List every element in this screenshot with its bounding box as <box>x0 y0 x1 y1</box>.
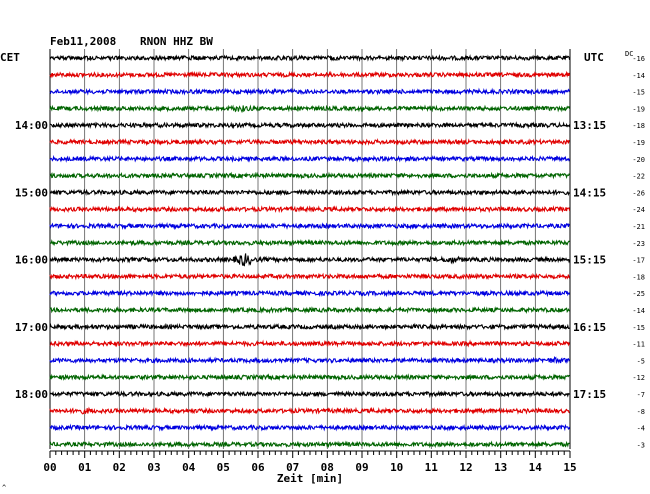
chart-station: RNON HHZ BW <box>140 35 213 48</box>
seismic-trace <box>49 87 571 96</box>
right-hour-label: 16:15 <box>573 321 606 334</box>
seismic-trace <box>49 373 570 382</box>
seismic-trace <box>49 305 571 315</box>
right-hour-label: 13:15 <box>573 119 606 132</box>
dc-offset-label: -18 <box>632 122 645 130</box>
dc-header-label: DC <box>625 50 633 58</box>
x-tick-label: 05 <box>217 461 230 474</box>
seismic-trace <box>49 238 570 247</box>
x-tick-label: 15 <box>563 461 576 474</box>
dc-offset-label: -24 <box>632 206 645 214</box>
left-timezone-label: CET <box>0 51 20 64</box>
seismic-trace <box>49 54 571 63</box>
x-tick-label: 03 <box>147 461 160 474</box>
seismic-trace <box>49 440 570 449</box>
left-hour-label: 15:00 <box>15 186 48 199</box>
dc-offset-label: -20 <box>632 156 645 164</box>
x-tick-label: 14 <box>529 461 543 474</box>
seismic-trace <box>49 355 571 365</box>
dc-offset-label: -19 <box>632 105 645 113</box>
dc-offset-label: -15 <box>632 324 645 332</box>
dc-offset-label: -5 <box>637 357 645 365</box>
dc-offset-label: -7 <box>637 391 645 399</box>
hour-labels: 14:00 15:00 16:00 17:00 18:00 13:15 14:15 15:15… <box>15 119 606 401</box>
right-timezone-label: UTC <box>584 51 604 64</box>
seismic-trace <box>49 222 571 231</box>
chart-date: Feb11,2008 <box>50 35 116 48</box>
seismic-trace <box>49 205 571 214</box>
dc-offset-label: -14 <box>632 307 645 315</box>
dc-offset-label: -4 <box>637 425 645 433</box>
seismic-trace <box>49 272 571 281</box>
right-hour-label: 15:15 <box>573 254 606 267</box>
dc-offset-label: -25 <box>632 290 645 298</box>
seismic-trace <box>49 171 571 180</box>
chart-grid <box>49 49 571 449</box>
seismic-trace <box>49 289 571 298</box>
corner-mark: ^ <box>2 484 6 492</box>
seismic-trace <box>49 188 570 197</box>
dc-offset-label: -26 <box>632 189 645 197</box>
dc-offset-labels: -16 -14 -15 -19 -18 -19 -20 -22 -26 -24 -21 -23 -17 -… <box>632 55 645 449</box>
right-hour-label: 14:15 <box>573 186 606 199</box>
left-hour-label: 14:00 <box>15 119 48 132</box>
x-tick-label: 12 <box>459 461 472 474</box>
left-hour-label: 16:00 <box>15 254 48 267</box>
x-tick-label: 10 <box>390 461 403 474</box>
dc-offset-label: -15 <box>632 89 645 97</box>
seismic-trace <box>49 423 571 432</box>
dc-offset-label: -19 <box>632 139 645 147</box>
dc-offset-label: -12 <box>632 374 645 382</box>
x-tick-label: 11 <box>425 461 439 474</box>
x-tick-label: 09 <box>355 461 368 474</box>
dc-offset-label: -16 <box>632 55 645 63</box>
x-tick-label: 07 <box>286 461 299 474</box>
x-tick-label: 06 <box>251 461 265 474</box>
seismic-trace <box>49 104 571 114</box>
seismic-trace <box>49 253 571 267</box>
seismic-traces <box>49 54 571 449</box>
seismic-trace <box>49 406 570 415</box>
seismic-trace <box>49 121 571 130</box>
dc-offset-label: -14 <box>632 72 645 80</box>
seismic-trace <box>49 339 571 348</box>
seismic-trace <box>49 137 570 147</box>
dc-offset-label: -22 <box>632 173 645 181</box>
dc-offset-label: -3 <box>637 441 645 449</box>
seismic-trace <box>49 70 571 79</box>
dc-offset-label: -8 <box>637 408 645 416</box>
x-axis-label: Zeit [min] <box>277 472 343 485</box>
dc-offset-label: -18 <box>632 273 645 281</box>
seismic-trace <box>49 322 570 331</box>
seismic-trace <box>49 390 570 399</box>
right-hour-label: 17:15 <box>573 388 606 401</box>
x-tick-label: 04 <box>182 461 196 474</box>
x-tick-label: 08 <box>321 461 334 474</box>
dc-offset-label: -17 <box>632 257 645 265</box>
x-tick-label: 02 <box>113 461 126 474</box>
dc-offset-label: -21 <box>632 223 645 231</box>
x-tick-label: 01 <box>78 461 92 474</box>
dc-offset-label: -11 <box>632 341 645 349</box>
seismic-trace <box>49 154 571 163</box>
left-hour-label: 18:00 <box>15 388 48 401</box>
x-tick-label: 13 <box>494 461 507 474</box>
dc-offset-label: -23 <box>632 240 645 248</box>
left-hour-label: 17:00 <box>15 321 48 334</box>
x-axis: 00 01 02 03 04 05 06 07 08 09 10 11 12 13 14 15 <box>43 450 577 474</box>
x-tick-label: 00 <box>43 461 56 474</box>
